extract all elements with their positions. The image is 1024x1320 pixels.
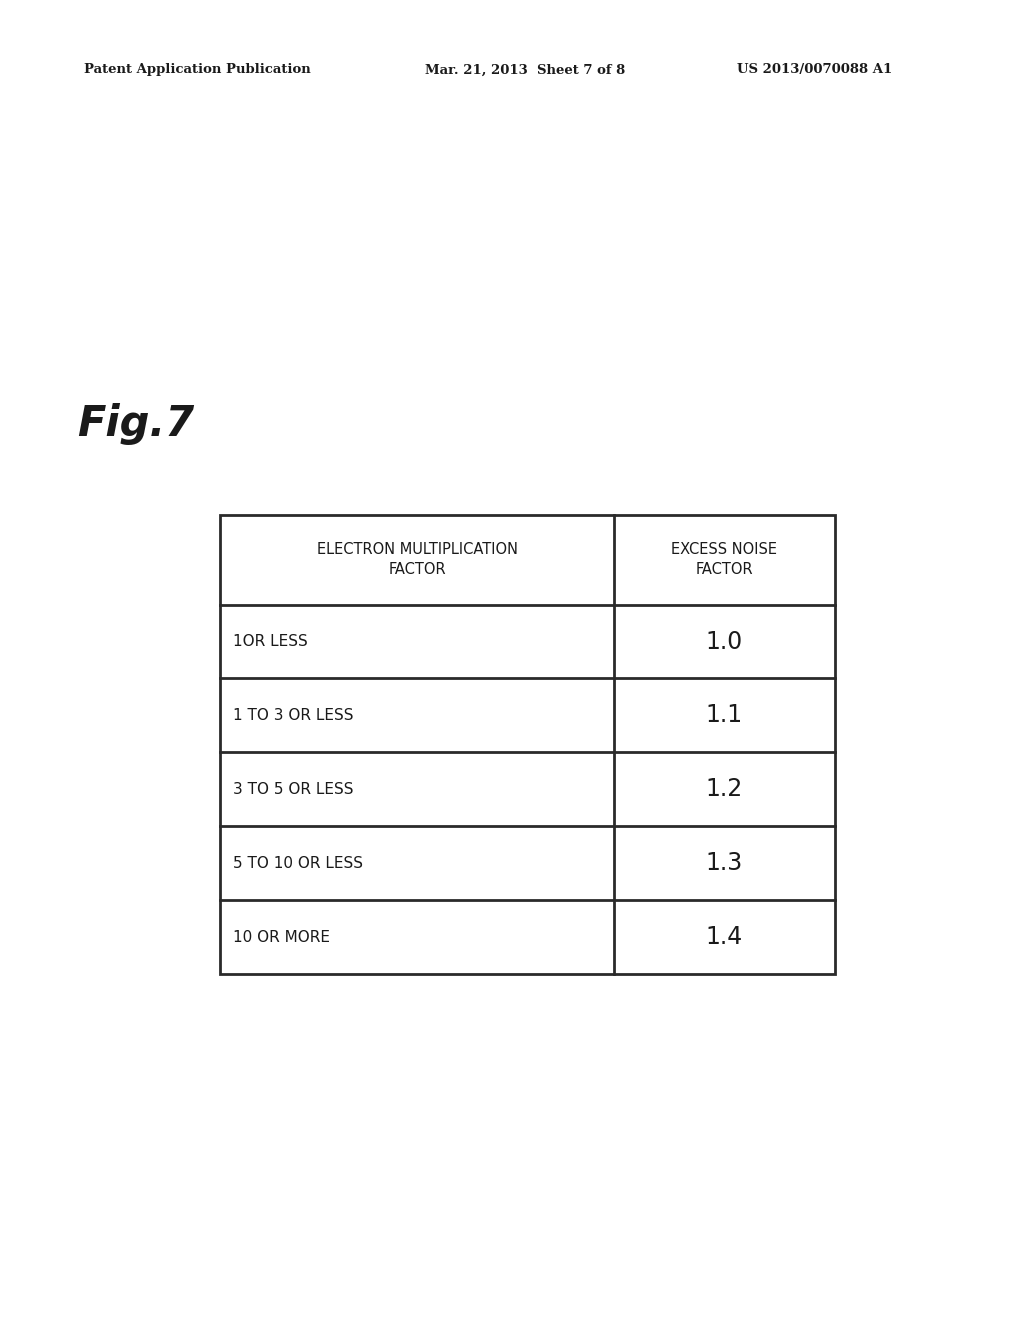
Text: EXCESS NOISE
FACTOR: EXCESS NOISE FACTOR (672, 543, 777, 577)
Text: 1 TO 3 OR LESS: 1 TO 3 OR LESS (233, 708, 354, 723)
Text: 10 OR MORE: 10 OR MORE (233, 929, 331, 945)
Text: 1OR LESS: 1OR LESS (233, 634, 308, 649)
Text: US 2013/0070088 A1: US 2013/0070088 A1 (737, 63, 893, 77)
Text: 3 TO 5 OR LESS: 3 TO 5 OR LESS (233, 781, 354, 797)
Text: Patent Application Publication: Patent Application Publication (84, 63, 310, 77)
Text: 5 TO 10 OR LESS: 5 TO 10 OR LESS (233, 855, 364, 871)
Text: ELECTRON MULTIPLICATION
FACTOR: ELECTRON MULTIPLICATION FACTOR (316, 543, 518, 577)
Text: 1.0: 1.0 (706, 630, 743, 653)
Bar (220, 515, 835, 974)
Text: Fig.7: Fig.7 (77, 403, 195, 445)
Text: 1.3: 1.3 (706, 851, 743, 875)
Text: 1.1: 1.1 (706, 704, 743, 727)
Text: 1.4: 1.4 (706, 925, 743, 949)
Text: 1.2: 1.2 (706, 777, 743, 801)
Text: Mar. 21, 2013  Sheet 7 of 8: Mar. 21, 2013 Sheet 7 of 8 (425, 63, 626, 77)
